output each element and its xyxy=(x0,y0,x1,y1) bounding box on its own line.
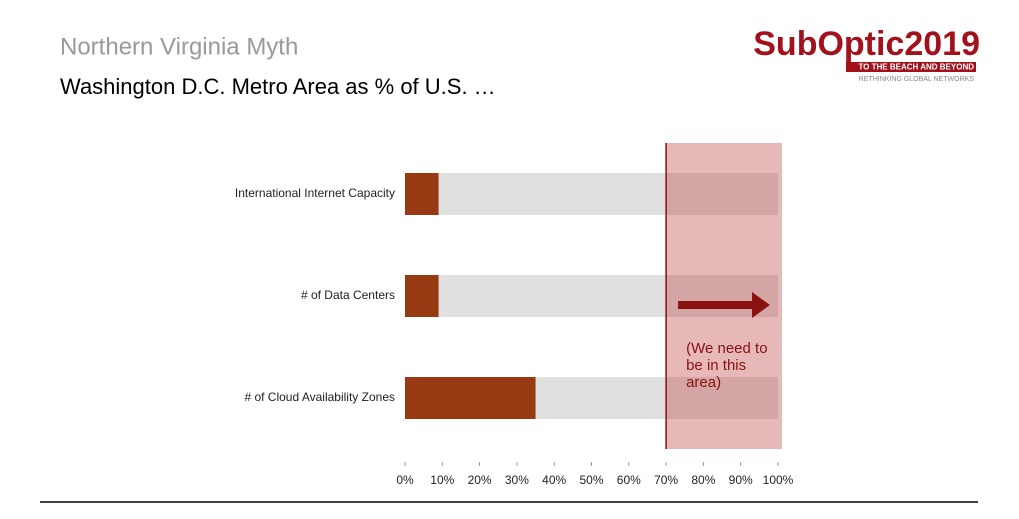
bar xyxy=(405,275,439,317)
x-tick-label: 10% xyxy=(430,473,454,487)
arrow xyxy=(678,292,770,318)
category-label: International Internet Capacity xyxy=(235,186,395,200)
x-tick-label: 30% xyxy=(505,473,529,487)
bar xyxy=(405,377,536,419)
x-tick-label: 80% xyxy=(691,473,715,487)
logo: SubOptic2019 TO THE BEACH AND BEYOND RET… xyxy=(753,25,980,83)
x-tick-label: 70% xyxy=(654,473,678,487)
annotation: (We need to be in this area) xyxy=(686,340,768,391)
slide-subtitle: Washington D.C. Metro Area as % of U.S. … xyxy=(60,74,496,99)
logo-tagline: TO THE BEACH AND BEYOND xyxy=(858,63,974,72)
chart: International Internet Capacity # of Data… xyxy=(235,143,794,487)
x-tick-label: 60% xyxy=(617,473,641,487)
highlight-region xyxy=(666,143,782,449)
annotation-box: (We need to be in this area) xyxy=(686,340,768,391)
bar xyxy=(405,173,439,215)
logo-name: SubOptic2019 xyxy=(753,25,980,63)
x-tick-label: 0% xyxy=(396,473,414,487)
bar-track xyxy=(405,173,778,215)
x-tick-label: 20% xyxy=(468,473,492,487)
slide-title: Northern Virginia Myth xyxy=(60,33,298,60)
logo-band xyxy=(846,62,976,72)
category-label: # of Data Centers xyxy=(301,288,395,302)
category-label: # of Cloud Availability Zones xyxy=(244,390,395,404)
bar-track xyxy=(405,275,778,317)
x-tick-label: 50% xyxy=(579,473,603,487)
logo-subtagline: RETHINKING GLOBAL NETWORKS xyxy=(859,76,975,83)
x-tick-label: 100% xyxy=(763,473,794,487)
x-tick-label: 90% xyxy=(729,473,753,487)
x-tick-label: 40% xyxy=(542,473,566,487)
